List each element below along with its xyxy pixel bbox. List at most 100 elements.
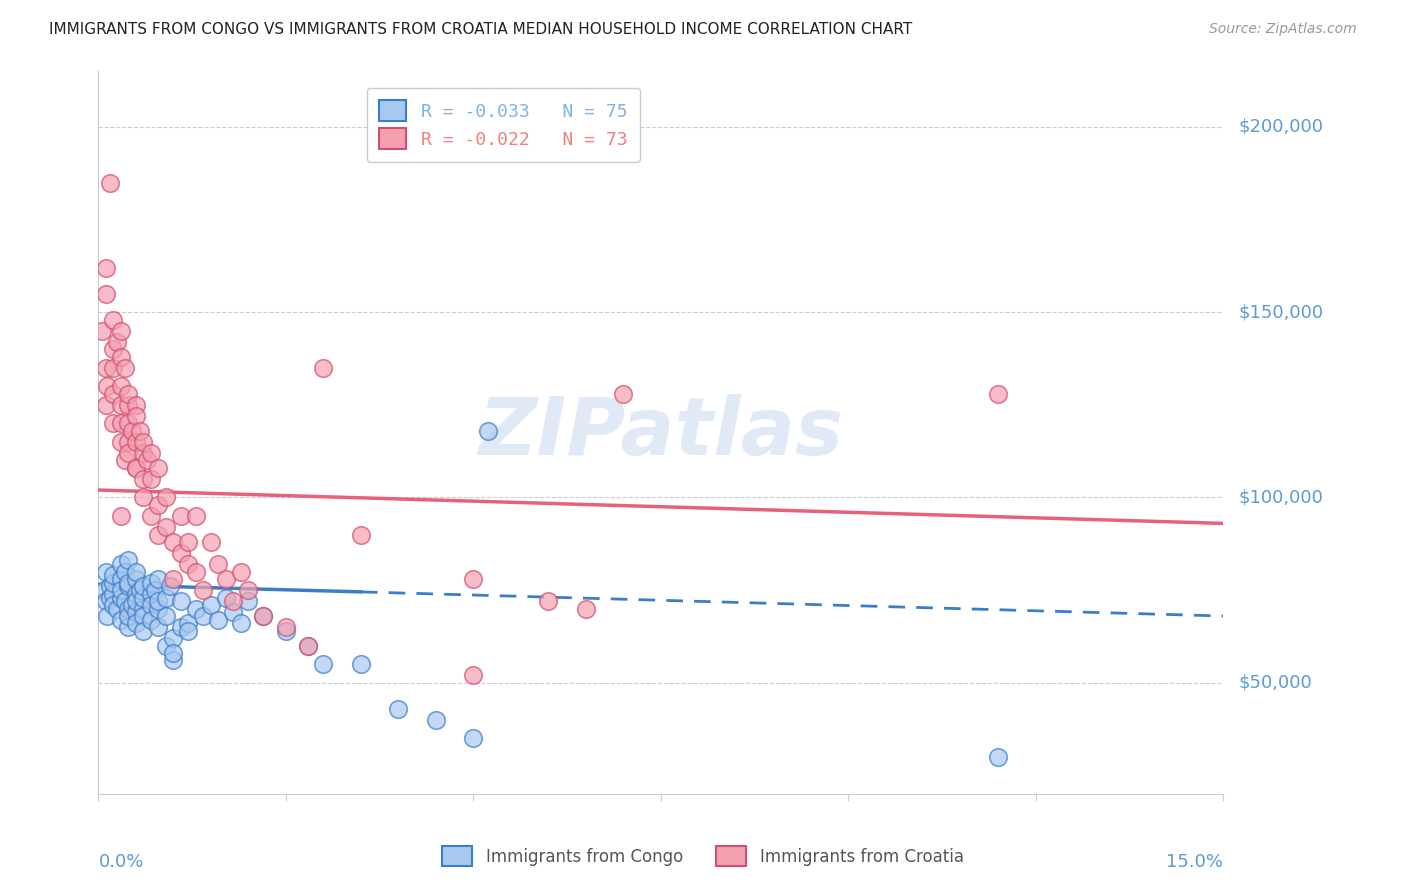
Point (148, 460, 170, 475)
Point (117, 417, 139, 431)
Legend: Immigrants from Congo, Immigrants from Croatia: Immigrants from Congo, Immigrants from C… (434, 838, 972, 875)
Point (177, 616, 200, 631)
Text: IMMIGRANTS FROM CONGO VS IMMIGRANTS FROM CROATIA MEDIAN HOUSEHOLD INCOME CORRELA: IMMIGRANTS FROM CONGO VS IMMIGRANTS FROM… (49, 22, 912, 37)
Point (148, 594, 170, 608)
Point (238, 594, 260, 608)
Point (103, 587, 125, 601)
Point (463, 668, 485, 682)
Point (612, 386, 634, 401)
Point (117, 609, 139, 624)
Point (110, 572, 132, 586)
Point (162, 535, 184, 549)
Text: 0.0%: 0.0% (98, 853, 143, 871)
Text: $100,000: $100,000 (1239, 489, 1323, 507)
Point (177, 624, 200, 638)
Point (148, 620, 170, 634)
Point (110, 557, 132, 571)
Point (96, 379, 118, 393)
Point (177, 557, 200, 571)
Point (103, 343, 125, 357)
Point (207, 613, 229, 627)
Point (297, 639, 319, 653)
Point (139, 613, 162, 627)
Point (193, 583, 215, 598)
Point (159, 579, 181, 593)
Point (110, 350, 132, 364)
Point (148, 572, 170, 586)
Point (103, 386, 125, 401)
Point (229, 565, 252, 579)
Point (139, 598, 162, 612)
Point (170, 620, 193, 634)
Point (132, 609, 155, 624)
Point (312, 360, 335, 375)
Point (125, 572, 148, 586)
Point (155, 639, 177, 653)
Point (207, 557, 229, 571)
Point (477, 424, 499, 438)
Point (117, 553, 139, 567)
Point (114, 594, 136, 608)
Point (121, 424, 143, 438)
Point (125, 565, 148, 579)
Point (170, 508, 193, 523)
Point (91, 324, 114, 338)
Point (125, 460, 148, 475)
Point (128, 424, 150, 438)
Point (148, 601, 170, 615)
Point (94, 565, 117, 579)
Point (184, 508, 207, 523)
Point (215, 572, 238, 586)
Point (94, 398, 117, 412)
Point (125, 409, 148, 423)
Point (132, 624, 155, 638)
Point (125, 398, 148, 412)
Point (103, 575, 125, 590)
Point (117, 446, 139, 460)
Point (96, 609, 118, 624)
Point (110, 398, 132, 412)
Point (128, 583, 150, 598)
Point (98, 591, 121, 605)
Point (312, 657, 335, 672)
Point (125, 587, 148, 601)
Point (132, 601, 155, 615)
Point (94, 286, 117, 301)
Point (110, 324, 132, 338)
Point (98, 176, 121, 190)
Point (94, 594, 117, 608)
Point (155, 491, 177, 505)
Point (155, 520, 177, 534)
Point (162, 632, 184, 646)
Point (139, 446, 162, 460)
Point (132, 591, 155, 605)
Legend: R = -0.033   N = 75, R = -0.022   N = 73: R = -0.033 N = 75, R = -0.022 N = 73 (367, 87, 640, 161)
Text: $150,000: $150,000 (1239, 303, 1323, 321)
Point (238, 583, 260, 598)
Point (463, 731, 485, 746)
Point (297, 639, 319, 653)
Text: Source: ZipAtlas.com: Source: ZipAtlas.com (1209, 22, 1357, 37)
Point (274, 620, 297, 634)
Point (110, 434, 132, 449)
Point (105, 601, 128, 615)
Point (148, 498, 170, 512)
Point (117, 601, 139, 615)
Point (184, 565, 207, 579)
Point (987, 386, 1010, 401)
Point (125, 594, 148, 608)
Point (110, 591, 132, 605)
Point (132, 491, 155, 505)
Point (139, 472, 162, 486)
Point (463, 572, 485, 586)
Point (110, 379, 132, 393)
Point (117, 575, 139, 590)
Point (162, 653, 184, 667)
Point (114, 360, 136, 375)
Point (155, 609, 177, 624)
Point (125, 460, 148, 475)
Point (143, 583, 166, 598)
Point (170, 546, 193, 560)
Point (575, 601, 598, 615)
Point (200, 535, 222, 549)
